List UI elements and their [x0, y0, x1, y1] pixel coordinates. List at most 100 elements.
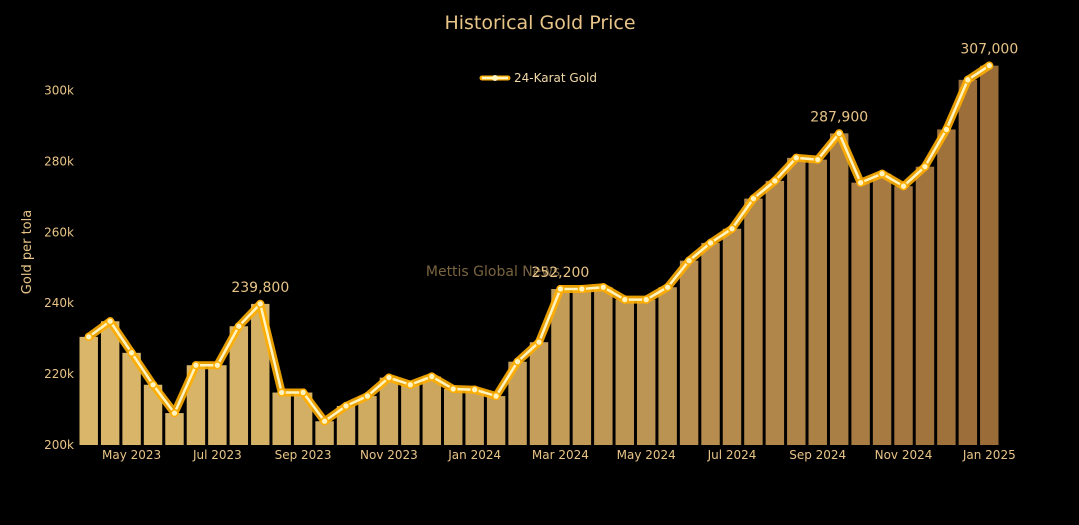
peak-label: 287,900 [810, 109, 868, 125]
data-point [449, 384, 458, 394]
bar [744, 198, 763, 445]
x-axis: May 2023 Jul 2023 Sep 2023 Nov 2023 Jan 2024… [102, 448, 1016, 462]
legend-marker [492, 75, 498, 81]
x-tick-label: Nov 2023 [360, 448, 418, 462]
x-tick-label: Jul 2023 [192, 448, 242, 462]
x-tick-label: May 2023 [102, 448, 161, 462]
data-point [534, 338, 544, 347]
data-point [234, 322, 243, 331]
y-axis: 200k 220k 240k 260k 280k 300k [44, 84, 74, 453]
data-point [320, 417, 329, 426]
data-point [491, 391, 501, 401]
data-point [298, 388, 308, 397]
y-axis-label: Gold per tola [20, 210, 35, 294]
bar [851, 182, 870, 445]
bar [872, 173, 892, 445]
data-point [106, 317, 115, 326]
legend[interactable]: 24-Karat Gold [479, 71, 597, 85]
bar [701, 242, 720, 445]
data-point [427, 372, 436, 381]
bar [358, 396, 377, 445]
bar [100, 321, 120, 445]
data-point [813, 155, 822, 164]
bar [315, 421, 334, 445]
bar [958, 79, 978, 445]
data-point [749, 194, 758, 203]
watermark: Mettis Global News [426, 264, 560, 280]
data-point [963, 75, 972, 84]
data-point [663, 283, 672, 292]
data-point [835, 129, 844, 138]
peak-label: 239,800 [231, 280, 289, 296]
bar [658, 287, 677, 445]
y-tick-label: 260k [44, 225, 74, 239]
data-point [341, 401, 351, 411]
x-tick-label: Nov 2024 [875, 448, 933, 462]
bar [272, 392, 291, 445]
bar [293, 392, 313, 445]
bar-series [79, 65, 999, 446]
bar [508, 361, 527, 445]
data-point [256, 299, 265, 309]
x-tick-label: Jul 2024 [707, 448, 757, 462]
data-point [920, 162, 930, 171]
data-point [513, 357, 522, 366]
data-point [599, 283, 608, 292]
bar [486, 396, 506, 445]
y-tick-label: 220k [44, 367, 74, 381]
bar [529, 342, 549, 445]
data-point [363, 391, 372, 401]
bar [679, 260, 699, 445]
x-tick-label: May 2024 [617, 448, 676, 462]
bar [572, 289, 592, 445]
bar [465, 389, 484, 445]
line-series [84, 61, 994, 426]
x-tick-label: Mar 2024 [532, 448, 589, 462]
legend-label: 24-Karat Gold [514, 71, 597, 85]
bar [336, 406, 356, 445]
data-point [684, 256, 694, 265]
peak-label: 252,200 [531, 265, 589, 281]
bar [937, 129, 956, 445]
data-point [384, 373, 394, 382]
chart-title: Historical Gold Price [444, 12, 635, 34]
data-point [899, 182, 908, 191]
data-point [470, 385, 479, 394]
data-point [191, 361, 201, 370]
bar [208, 365, 227, 445]
data-point [127, 348, 136, 357]
data-point [985, 61, 994, 70]
data-point [406, 380, 415, 389]
data-point [877, 169, 887, 178]
x-tick-label: Jan 2024 [447, 448, 501, 462]
bar [444, 388, 463, 445]
y-tick-label: 280k [44, 154, 74, 168]
bar [829, 133, 849, 445]
bar [551, 289, 570, 445]
data-point [942, 125, 951, 134]
bar [122, 352, 141, 445]
bar [594, 287, 613, 445]
bar [79, 336, 98, 445]
data-point [792, 153, 801, 162]
x-tick-label: Sep 2023 [275, 448, 332, 462]
data-point [148, 380, 158, 389]
bar [894, 186, 913, 445]
data-point [277, 388, 286, 397]
data-point [213, 361, 222, 370]
data-point [84, 332, 93, 342]
data-point [642, 295, 651, 304]
bar [401, 384, 420, 445]
bar [765, 180, 785, 446]
bar [165, 413, 184, 445]
x-tick-label: Sep 2024 [789, 448, 846, 462]
data-point [770, 176, 780, 186]
data-point [727, 224, 737, 233]
bar [143, 384, 163, 445]
peak-label: 307,000 [960, 42, 1018, 58]
bar [722, 228, 742, 445]
bar [808, 159, 827, 445]
data-point [556, 284, 565, 294]
bar [615, 299, 634, 445]
